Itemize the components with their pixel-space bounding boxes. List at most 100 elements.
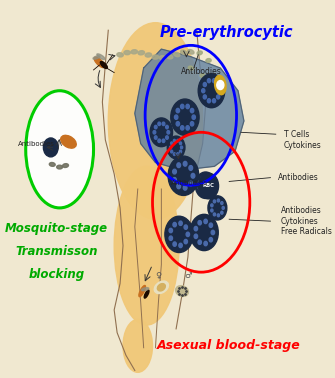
Ellipse shape [214, 75, 226, 95]
Circle shape [199, 173, 218, 199]
Text: Antibodies
Cytokines
Free Radicals: Antibodies Cytokines Free Radicals [281, 206, 332, 236]
Circle shape [186, 126, 189, 130]
Ellipse shape [154, 281, 169, 293]
Circle shape [186, 232, 190, 237]
Ellipse shape [61, 135, 76, 148]
Polygon shape [135, 49, 244, 170]
Ellipse shape [174, 52, 180, 57]
Circle shape [173, 178, 176, 182]
Circle shape [153, 130, 156, 134]
Text: ♀: ♀ [155, 271, 161, 280]
Circle shape [154, 125, 157, 129]
Circle shape [176, 108, 180, 113]
Ellipse shape [197, 51, 202, 55]
Circle shape [154, 136, 157, 139]
Ellipse shape [181, 50, 187, 55]
Text: ♂: ♂ [184, 271, 192, 280]
Circle shape [183, 161, 187, 166]
Circle shape [181, 146, 183, 149]
Circle shape [209, 237, 212, 242]
Circle shape [171, 99, 199, 135]
Circle shape [165, 136, 168, 139]
Circle shape [168, 156, 199, 195]
Circle shape [177, 139, 179, 142]
Ellipse shape [114, 166, 179, 325]
Circle shape [167, 130, 170, 134]
Circle shape [173, 242, 176, 246]
Circle shape [195, 172, 216, 198]
Circle shape [211, 204, 213, 207]
Ellipse shape [206, 59, 211, 62]
Circle shape [217, 81, 224, 90]
Circle shape [180, 150, 182, 153]
Circle shape [208, 196, 227, 220]
Circle shape [169, 228, 173, 233]
Circle shape [189, 181, 193, 186]
Circle shape [198, 220, 201, 225]
Circle shape [198, 181, 201, 184]
Circle shape [173, 222, 176, 227]
Ellipse shape [57, 165, 63, 169]
Text: Antibodies: Antibodies [171, 180, 208, 186]
Circle shape [209, 189, 212, 192]
Circle shape [44, 138, 58, 157]
Circle shape [177, 153, 179, 155]
Ellipse shape [123, 319, 152, 372]
Ellipse shape [131, 50, 137, 54]
Circle shape [162, 139, 165, 143]
Circle shape [190, 108, 194, 113]
Circle shape [176, 122, 180, 126]
Ellipse shape [138, 51, 144, 55]
Circle shape [165, 216, 193, 253]
Text: blocking: blocking [28, 268, 85, 280]
Circle shape [181, 104, 184, 108]
Circle shape [213, 213, 216, 216]
Circle shape [179, 221, 182, 225]
Ellipse shape [176, 286, 188, 296]
Circle shape [202, 89, 205, 93]
Ellipse shape [157, 284, 165, 291]
Circle shape [171, 150, 173, 153]
Circle shape [175, 115, 178, 119]
Ellipse shape [139, 285, 145, 297]
Ellipse shape [152, 55, 159, 59]
Circle shape [192, 115, 195, 119]
Circle shape [158, 122, 160, 125]
Circle shape [167, 136, 185, 159]
Circle shape [173, 139, 176, 142]
Circle shape [201, 191, 204, 194]
Circle shape [207, 99, 210, 103]
Text: RBC: RBC [203, 183, 214, 189]
Text: Antibodies: Antibodies [181, 67, 221, 76]
Circle shape [173, 169, 176, 174]
Ellipse shape [49, 163, 55, 166]
Circle shape [177, 184, 181, 189]
Ellipse shape [100, 62, 107, 68]
Ellipse shape [93, 56, 100, 59]
Circle shape [217, 199, 219, 202]
Ellipse shape [209, 74, 214, 77]
Text: Pre-erythrocytic: Pre-erythrocytic [159, 25, 293, 40]
Circle shape [221, 201, 223, 204]
Ellipse shape [26, 91, 93, 208]
Ellipse shape [97, 54, 105, 60]
Circle shape [190, 214, 218, 251]
Ellipse shape [108, 23, 203, 219]
Circle shape [181, 126, 184, 130]
Circle shape [179, 243, 182, 248]
Circle shape [205, 175, 208, 179]
Circle shape [198, 240, 201, 245]
Circle shape [171, 142, 173, 145]
Circle shape [218, 89, 221, 93]
Circle shape [205, 192, 208, 195]
Circle shape [162, 122, 165, 125]
Circle shape [211, 230, 215, 235]
Text: T Cells
Cytokines: T Cells Cytokines [284, 130, 322, 150]
Circle shape [190, 122, 194, 126]
Circle shape [184, 239, 188, 244]
Circle shape [216, 95, 220, 99]
Circle shape [204, 219, 207, 223]
Ellipse shape [188, 50, 194, 54]
Circle shape [170, 146, 172, 149]
Circle shape [203, 95, 206, 99]
